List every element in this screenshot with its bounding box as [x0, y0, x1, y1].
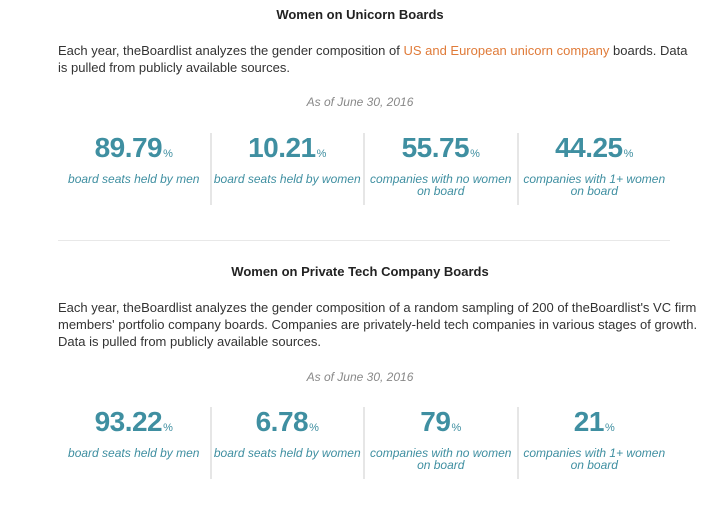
stat-number: 55.75	[401, 132, 470, 163]
unicorn-stats-row: 89.79% board seats held by men 10.21% bo…	[58, 133, 670, 205]
stat-label: companies with no women on board	[370, 172, 512, 198]
stat-board-seats-men: 89.79% board seats held by men	[58, 133, 212, 205]
stat-number: 6.78	[255, 406, 309, 437]
unicorn-intro-text-start: Each year, theBoardlist analyzes the gen…	[58, 43, 404, 58]
stat-number: 79	[420, 406, 451, 437]
stat-board-seats-women: 6.78% board seats held by women	[212, 407, 365, 479]
stat-value: 55.75%	[365, 133, 517, 169]
stat-board-seats-men: 93.22% board seats held by men	[58, 407, 212, 479]
stat-percent-unit: %	[451, 422, 462, 434]
unicorn-section-title: Women on Unicorn Boards	[276, 7, 444, 22]
stat-label: board seats held by men	[68, 172, 200, 186]
stat-value: 21%	[519, 407, 671, 443]
stat-percent-unit: %	[623, 148, 634, 160]
private-tech-intro-text: Each year, theBoardlist analyzes the gen…	[58, 300, 698, 349]
unicorn-company-link[interactable]: US and European unicorn company	[403, 43, 610, 58]
stat-board-seats-women: 10.21% board seats held by women	[212, 133, 365, 205]
stat-value: 79%	[365, 407, 517, 443]
stat-percent-unit: %	[309, 422, 319, 434]
stat-value: 6.78%	[212, 407, 364, 443]
stat-percent-unit: %	[470, 148, 480, 160]
unicorn-intro-text: Each year, theBoardlist analyzes the gen…	[58, 42, 698, 76]
stat-value: 89.79%	[58, 133, 210, 169]
stat-label: companies with no women on board	[370, 446, 512, 472]
section-divider	[58, 240, 670, 241]
stat-label: board seats held by women	[213, 446, 361, 460]
stat-value: 93.22%	[58, 407, 210, 443]
stat-value: 10.21%	[212, 133, 364, 169]
stat-companies-with-women: 21% companies with 1+ women on board	[519, 407, 671, 479]
stat-percent-unit: %	[163, 148, 173, 160]
stat-label: companies with 1+ women on board	[523, 172, 666, 198]
stat-number: 21	[573, 406, 605, 437]
stat-percent-unit: %	[316, 148, 327, 160]
stat-label: board seats held by men	[68, 446, 200, 460]
stat-value: 44.25%	[519, 133, 671, 169]
unicorn-intro-text-end: boards. Data is pulled from publicly ava…	[58, 43, 688, 75]
private-tech-as-of-date: As of June 30, 2016	[306, 370, 414, 384]
stat-number: 10.21	[248, 132, 316, 163]
stat-companies-no-women: 55.75% companies with no women on board	[365, 133, 519, 205]
stat-number: 89.79	[94, 132, 163, 163]
stat-companies-with-women: 44.25% companies with 1+ women on board	[519, 133, 671, 205]
stat-number: 44.25	[555, 132, 623, 163]
private-tech-section-title: Women on Private Tech Company Boards	[231, 264, 489, 279]
stat-label: board seats held by women	[213, 172, 361, 186]
unicorn-as-of-date: As of June 30, 2016	[306, 95, 414, 109]
stat-percent-unit: %	[604, 422, 615, 434]
stat-number: 93.22	[94, 406, 163, 437]
stat-percent-unit: %	[163, 422, 173, 434]
stat-companies-no-women: 79% companies with no women on board	[365, 407, 519, 479]
private-tech-stats-row: 93.22% board seats held by men 6.78% boa…	[58, 407, 670, 479]
stat-label: companies with 1+ women on board	[523, 446, 666, 472]
